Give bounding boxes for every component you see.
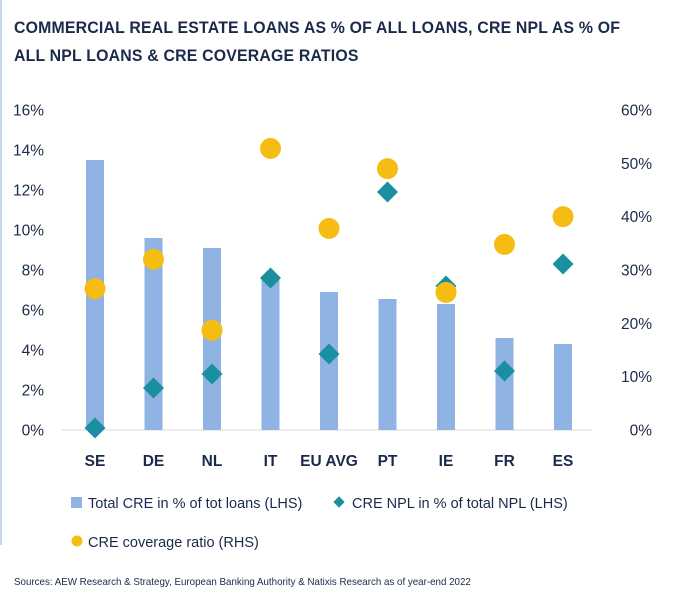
right-axis: 0% 10% 20% 30% 40% 50% 60% <box>621 103 652 440</box>
diamond-point <box>494 360 515 382</box>
category-label: PT <box>378 453 398 470</box>
diamond-point <box>201 363 223 385</box>
diamond-point <box>377 181 398 203</box>
left-tick-label: 12% <box>13 183 44 200</box>
chart: 0% 2% 4% 6% 8% 10% 12% 14% 16% 0% 10% 20% 30% 40% 50%… <box>13 103 652 552</box>
right-tick-label: 30% <box>621 263 652 280</box>
bar-series <box>86 160 572 430</box>
diamond-point <box>552 253 574 275</box>
legend-bar-label: Total CRE in % of tot loans (LHS) <box>88 496 302 512</box>
right-tick-label: 50% <box>621 156 652 173</box>
diamond-series <box>84 181 574 439</box>
diamond-point <box>260 267 281 289</box>
left-tick-label: 16% <box>13 103 44 120</box>
source-note: Sources: AEW Research & Strategy, Europe… <box>14 576 471 588</box>
category-label: FR <box>494 453 515 470</box>
coverage-point <box>377 158 398 180</box>
left-tick-label: 6% <box>22 303 45 320</box>
coverage-point <box>143 248 164 270</box>
right-tick-label: 0% <box>630 423 653 440</box>
legend-diamond-swatch <box>333 496 345 508</box>
left-tick-label: 8% <box>22 263 45 280</box>
legend: Total CRE in % of tot loans (LHS) CRE NP… <box>71 496 568 551</box>
left-tick-label: 10% <box>13 223 44 240</box>
diamond-point <box>143 377 164 399</box>
bar <box>378 299 397 430</box>
left-tick-label: 4% <box>22 343 45 360</box>
coverage-point <box>84 278 106 300</box>
category-label: NL <box>202 453 223 470</box>
category-label: SE <box>85 453 106 470</box>
coverage-point <box>552 206 574 228</box>
category-labels: SE DE NL IT EU AVG PT IE FR ES <box>85 453 574 470</box>
category-label: IE <box>439 453 454 470</box>
right-tick-label: 40% <box>621 209 652 226</box>
right-tick-label: 10% <box>621 369 652 386</box>
right-tick-label: 20% <box>621 316 652 333</box>
bar <box>437 304 455 430</box>
bar <box>261 276 280 430</box>
left-tick-label: 0% <box>22 423 45 440</box>
coverage-point <box>201 319 223 341</box>
left-axis: 0% 2% 4% 6% 8% 10% 12% 14% 16% <box>13 103 44 440</box>
left-tick-label: 2% <box>22 383 45 400</box>
bar <box>554 344 572 430</box>
chart-title: COMMERCIAL REAL ESTATE LOANS AS % OF ALL… <box>14 19 621 65</box>
category-label: EU AVG <box>300 453 358 470</box>
coverage-point <box>318 217 340 239</box>
left-tick-label: 14% <box>13 143 44 160</box>
legend-diamond-label: CRE NPL in % of total NPL (LHS) <box>352 496 568 512</box>
bar <box>495 338 514 430</box>
category-label: IT <box>264 453 278 470</box>
category-label: ES <box>553 453 574 470</box>
left-border <box>0 0 2 545</box>
circle-series <box>84 137 574 341</box>
diamond-point <box>84 417 106 439</box>
category-label: DE <box>143 453 165 470</box>
legend-bar-swatch <box>71 497 82 508</box>
coverage-point <box>494 233 515 255</box>
coverage-point <box>260 137 281 159</box>
coverage-point <box>435 281 457 303</box>
legend-circle-label: CRE coverage ratio (RHS) <box>88 535 259 551</box>
right-tick-label: 60% <box>621 103 652 120</box>
diamond-point <box>318 343 340 365</box>
legend-circle-swatch <box>71 535 83 547</box>
